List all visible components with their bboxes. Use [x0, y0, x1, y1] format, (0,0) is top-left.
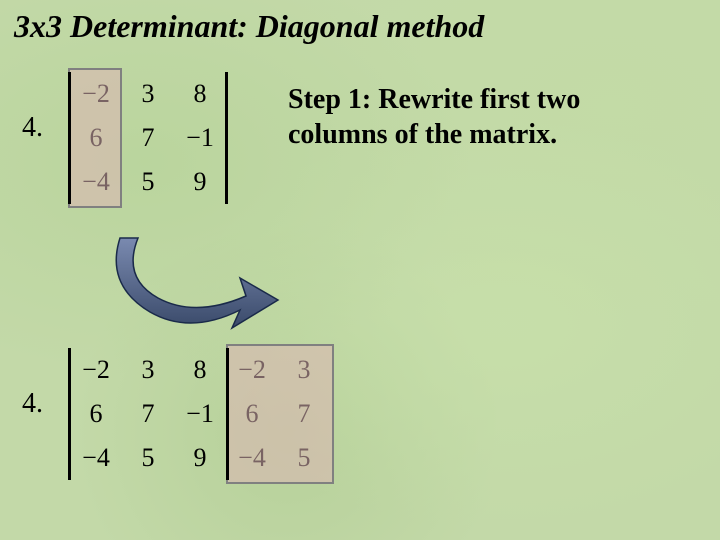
matrix1-bar-left — [68, 72, 71, 204]
highlight-col1 — [68, 68, 122, 208]
matrix-extended: −2 3 8 −2 3 6 7 −1 6 7 −4 5 9 −4 5 — [70, 348, 330, 480]
highlight-appended-cols — [226, 344, 334, 484]
m1-cell: 3 — [122, 72, 174, 116]
m2-cell: 3 — [122, 348, 174, 392]
m1-cell: 7 — [122, 116, 174, 160]
m2-cell: 6 — [70, 392, 122, 436]
step-line2: columns of the matrix. — [288, 119, 557, 150]
m2-cell: −4 — [70, 436, 122, 480]
m1-cell: 9 — [174, 160, 226, 204]
m2-cell: −1 — [174, 392, 226, 436]
matrix2-bar-left — [68, 348, 71, 480]
m1-cell: 8 — [174, 72, 226, 116]
m2-cell: 5 — [122, 436, 174, 480]
m2-cell: 9 — [174, 436, 226, 480]
matrix2-bar-right — [226, 348, 229, 480]
problem-label-1: 4. — [22, 112, 43, 144]
m1-cell: 5 — [122, 160, 174, 204]
step-line1: Step 1: Rewrite first two — [288, 84, 580, 115]
curved-arrow-icon — [90, 230, 290, 340]
problem-label-2: 4. — [22, 388, 43, 420]
matrix1-bar-right — [225, 72, 228, 204]
slide-title: 3x3 Determinant: Diagonal method — [14, 8, 484, 45]
matrix-original: −2 3 8 6 7 −1 −4 5 9 — [70, 72, 226, 204]
m2-cell: 7 — [122, 392, 174, 436]
m2-cell: 8 — [174, 348, 226, 392]
step-description: Step 1: Rewrite first two columns of the… — [288, 82, 580, 152]
m2-cell: −2 — [70, 348, 122, 392]
m1-cell: −1 — [174, 116, 226, 160]
